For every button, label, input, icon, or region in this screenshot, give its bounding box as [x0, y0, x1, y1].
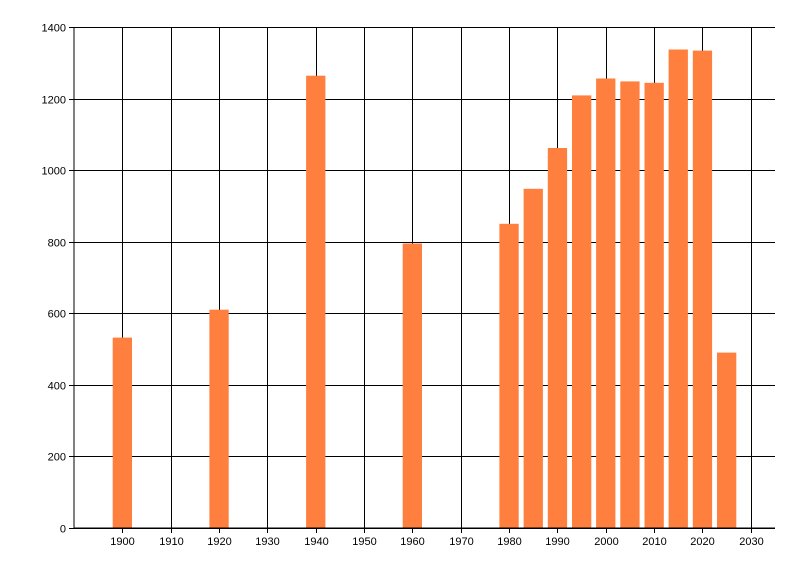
- x-tick-label: 1950: [352, 536, 376, 548]
- bar: [523, 188, 543, 529]
- bar: [644, 82, 664, 529]
- bar: [572, 95, 592, 529]
- bar: [499, 223, 519, 529]
- x-tick-label: 1910: [159, 536, 183, 548]
- bar: [620, 81, 640, 529]
- y-tick-label: 600: [48, 309, 66, 321]
- x-tick-label: 1960: [400, 536, 424, 548]
- y-tick-label: 0: [60, 524, 66, 536]
- bar: [209, 309, 229, 528]
- bar: [596, 78, 616, 528]
- y-tick-label: 1200: [42, 95, 66, 107]
- bar: [306, 75, 326, 528]
- y-tick-label: 1000: [42, 166, 66, 178]
- x-tick-label: 1970: [449, 536, 473, 548]
- x-tick-label: 1990: [545, 536, 569, 548]
- axes: [73, 27, 775, 529]
- bar: [668, 49, 688, 528]
- bar: [402, 243, 422, 528]
- y-tick-label: 800: [48, 238, 66, 250]
- x-tick-label: 2030: [739, 536, 763, 548]
- x-tick-label: 1940: [304, 536, 328, 548]
- bar: [112, 337, 132, 528]
- bar: [717, 352, 737, 528]
- x-tick-labels: 1900 1910 1920 1930 1940 1950 1960 1970 1980 1990…: [110, 528, 764, 548]
- x-tick-label: 1930: [255, 536, 279, 548]
- x-tick-label: 2000: [594, 536, 618, 548]
- bar: [547, 148, 568, 528]
- x-tick-label: 1900: [110, 536, 134, 548]
- x-tick-label: 1920: [207, 536, 231, 548]
- y-tick-labels: 0 200 400 600 800 1000 1200 1400: [42, 23, 74, 536]
- bar: [692, 50, 713, 528]
- x-tick-label: 2010: [642, 536, 666, 548]
- y-tick-label: 1400: [42, 23, 66, 35]
- x-tick-label: 1980: [497, 536, 521, 548]
- bars: [112, 49, 737, 529]
- y-tick-label: 200: [48, 452, 66, 464]
- x-tick-label: 2020: [690, 536, 714, 548]
- y-tick-label: 400: [48, 381, 66, 393]
